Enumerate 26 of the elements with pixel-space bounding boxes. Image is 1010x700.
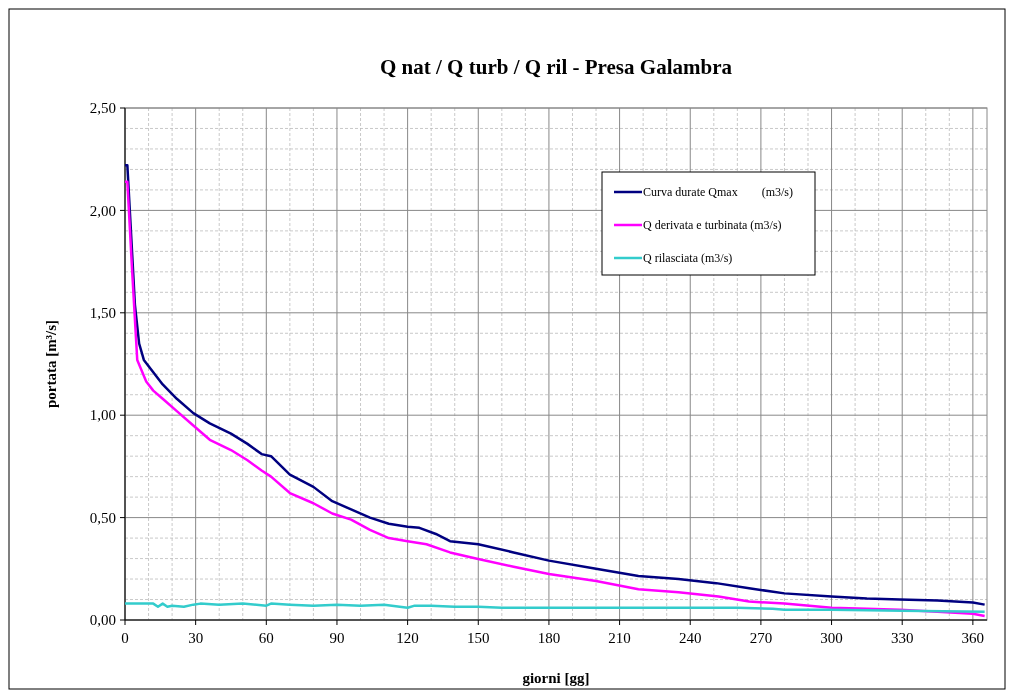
y-tick-label: 1,00 bbox=[89, 407, 116, 424]
legend-label: Curva durate Qmax (m3/s) bbox=[643, 185, 793, 200]
x-axis-title: giorni [gg] bbox=[522, 670, 590, 686]
x-tick-label: 0 bbox=[121, 630, 129, 646]
x-tick-label: 330 bbox=[890, 630, 914, 646]
x-tick-label: 240 bbox=[679, 630, 702, 646]
y-tick-label: 0,00 bbox=[89, 612, 116, 629]
y-tick-label: 2,00 bbox=[89, 202, 116, 219]
y-tick-label: 1,50 bbox=[89, 305, 116, 322]
x-tick-label: 300 bbox=[820, 630, 843, 646]
x-tick-label: 60 bbox=[258, 630, 274, 646]
legend-label: Q rilasciata (m3/s) bbox=[643, 251, 733, 266]
line-series bbox=[123, 602, 986, 614]
x-tick-label: 90 bbox=[329, 630, 345, 646]
x-tick-label: 270 bbox=[749, 630, 773, 646]
x-tick-label: 30 bbox=[188, 630, 204, 646]
chart-title: Q nat / Q turb / Q ril - Presa Galambra bbox=[380, 55, 733, 79]
x-tick-label: 120 bbox=[396, 630, 419, 646]
x-tick-label: 180 bbox=[537, 630, 561, 646]
y-tick-label: 0,50 bbox=[89, 509, 116, 526]
legend-label: Q derivata e turbinata (m3/s) bbox=[643, 218, 782, 233]
x-tick-label: 360 bbox=[961, 630, 985, 646]
x-tick-label: 150 bbox=[467, 630, 490, 646]
x-tick-label: 210 bbox=[608, 630, 631, 646]
y-axis-title: portata [m³/s] bbox=[43, 319, 59, 409]
y-tick-label: 2,50 bbox=[89, 100, 116, 117]
